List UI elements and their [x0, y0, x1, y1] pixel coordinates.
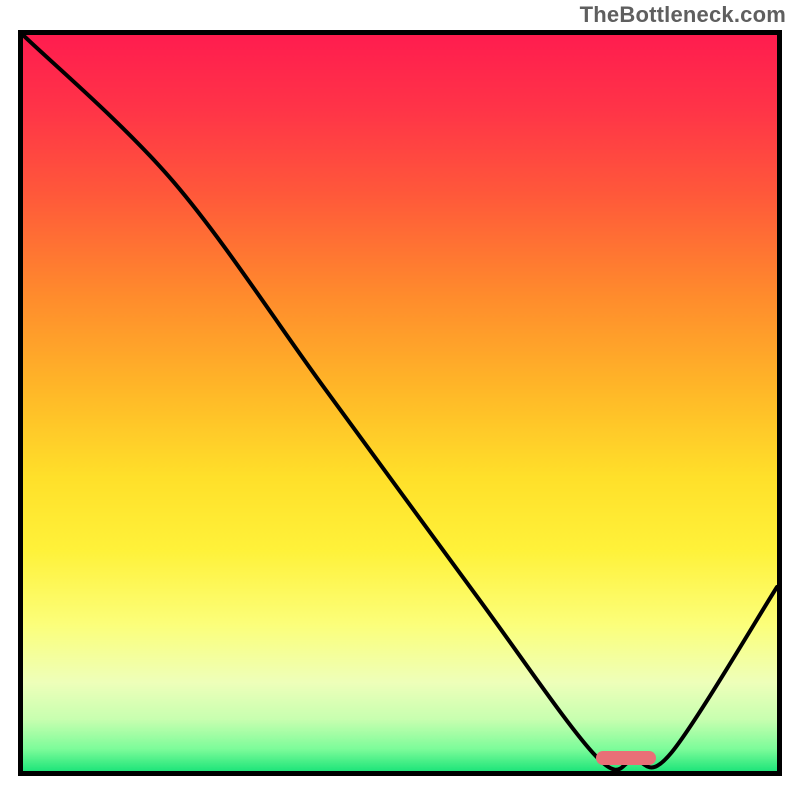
plot-area	[23, 35, 777, 771]
optimal-marker	[596, 751, 656, 765]
attribution-text: TheBottleneck.com	[580, 2, 786, 28]
figure-root: { "attribution": "TheBottleneck.com", "f…	[0, 0, 800, 800]
bottleneck-curve	[23, 35, 777, 771]
